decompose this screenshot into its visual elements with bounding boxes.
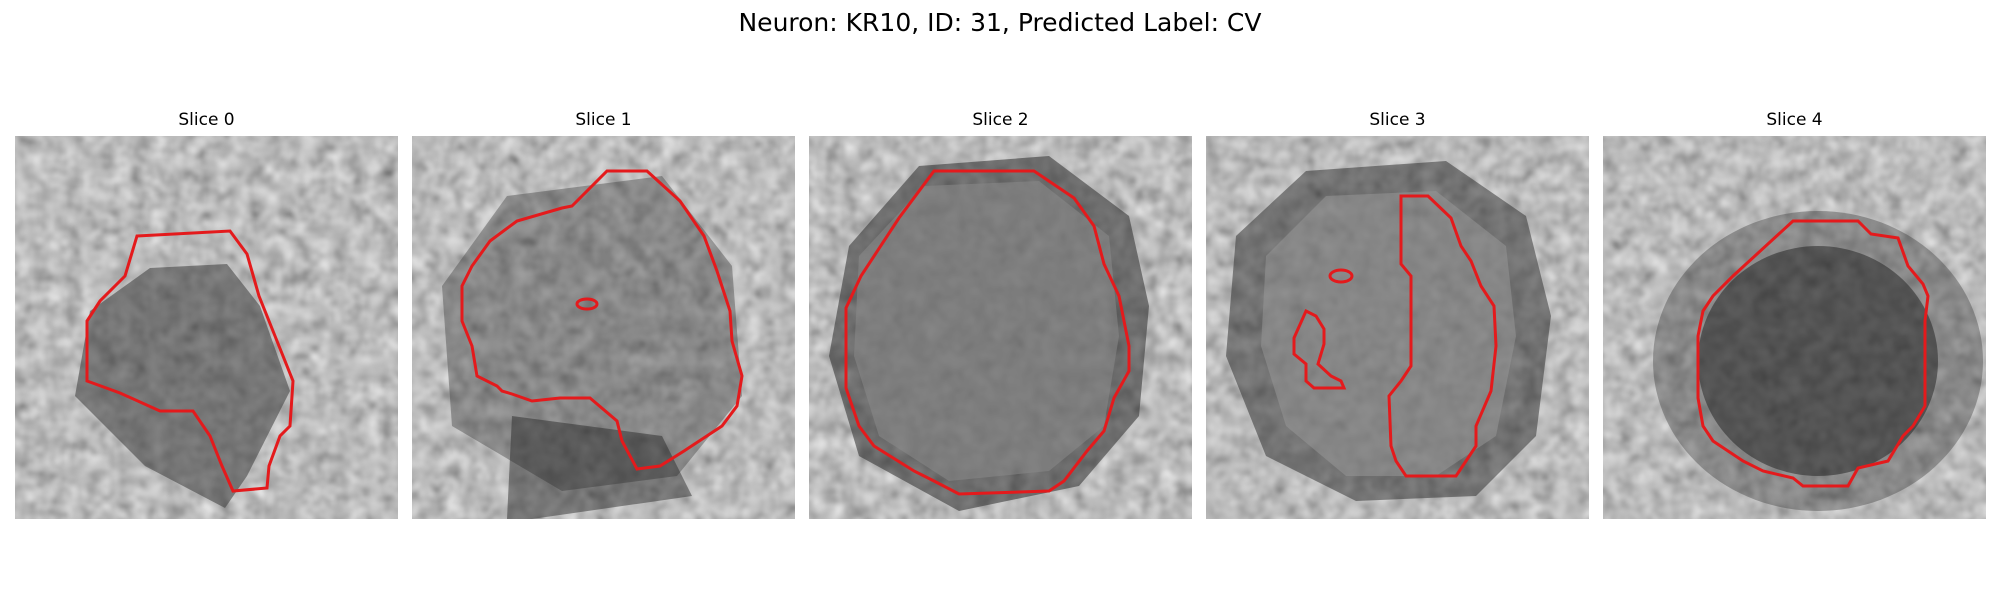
figure-title: Neuron: KR10, ID: 31, Predicted Label: C… <box>738 8 1262 37</box>
slice-image <box>412 136 795 519</box>
slice-image <box>809 136 1192 519</box>
slice-image <box>1603 136 1986 519</box>
slice-panel-0: Slice 0 <box>15 108 398 519</box>
slice-image <box>1206 136 1589 519</box>
slice-panel-2: Slice 2 <box>809 108 1192 519</box>
slice-title: Slice 0 <box>178 110 235 130</box>
slice-title: Slice 2 <box>972 110 1029 130</box>
slice-image <box>15 136 398 519</box>
slice-panel-4: Slice 4 <box>1603 108 1986 519</box>
slice-panel-1: Slice 1 <box>412 108 795 519</box>
slice-panel-3: Slice 3 <box>1206 108 1589 519</box>
slice-title: Slice 1 <box>575 110 632 130</box>
slice-title: Slice 3 <box>1369 110 1426 130</box>
slice-title: Slice 4 <box>1766 110 1823 130</box>
